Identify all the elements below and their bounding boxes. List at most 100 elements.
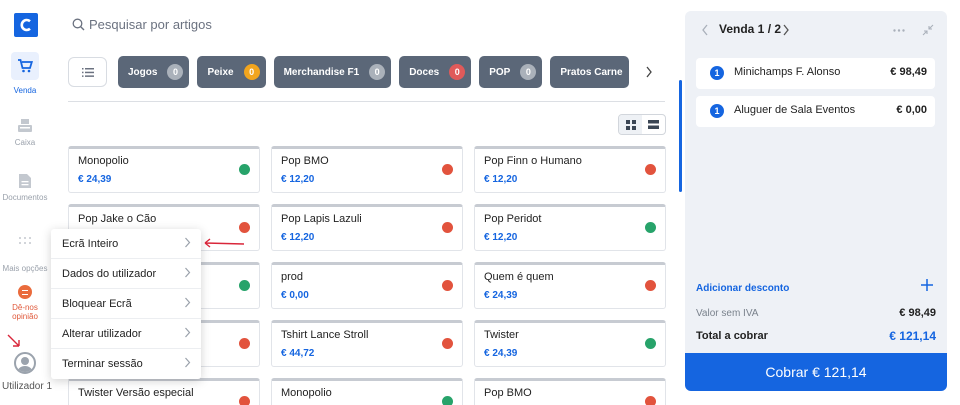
view-toggle[interactable]: [618, 114, 666, 135]
categories-next-arrow[interactable]: [645, 65, 653, 81]
user-menu-item-label: Terminar sessão: [62, 358, 143, 370]
category-tab[interactable]: Merchandise F1 0: [273, 56, 392, 88]
search-input[interactable]: Pesquisar por artigos: [89, 17, 212, 32]
category-label: Doces: [409, 66, 440, 78]
stock-status-dot: [239, 396, 250, 405]
product-name: Pop BMO: [281, 155, 329, 167]
grid-view-icon: [625, 119, 636, 130]
stock-status-dot: [645, 396, 656, 405]
category-label: POP: [489, 66, 511, 78]
more-options-icon[interactable]: [893, 29, 905, 32]
user-menu-item-label: Dados do utilizador: [62, 267, 157, 280]
category-label: Peixe: [207, 66, 234, 78]
annotation-arrow-icon: [7, 334, 20, 347]
list-view-button[interactable]: [642, 115, 665, 134]
user-menu-item[interactable]: Alterar utilizador: [51, 319, 201, 349]
sale-panel: Venda 1 / 2 1 Minichamps F. Alonso € 98,…: [685, 11, 947, 391]
product-name: Pop Lapis Lazuli: [281, 213, 362, 225]
plus-icon[interactable]: [920, 278, 934, 292]
product-card[interactable]: Quem é quem € 24,39: [474, 262, 666, 309]
category-label: Jogos: [128, 66, 158, 78]
user-menu-item[interactable]: Terminar sessão: [51, 349, 201, 379]
category-count-badge: 0: [369, 64, 386, 80]
category-tab[interactable]: Pratos Carne: [550, 56, 629, 88]
app-logo[interactable]: [14, 13, 38, 37]
search-icon: [72, 18, 85, 31]
product-name: Quem é quem: [484, 271, 554, 283]
sale-line-item[interactable]: 1 Aluguer de Sala Eventos € 0,00: [696, 96, 935, 127]
line-item-price: € 98,49: [890, 66, 927, 78]
product-card[interactable]: Twister € 24,39: [474, 320, 666, 367]
chevron-right-icon: [185, 357, 191, 368]
sidebar-item-documents[interactable]: Documentos: [0, 173, 50, 202]
line-item-price: € 0,00: [896, 104, 927, 116]
sidebar: Venda Caixa Documentos Mais opções Dê-: [0, 0, 52, 405]
chevron-right-icon: [646, 66, 652, 78]
charge-button[interactable]: Cobrar € 121,14: [685, 353, 947, 391]
sidebar-item-label: Venda: [13, 86, 37, 95]
product-name: Twister Versão especial: [78, 387, 194, 399]
user-menu-item[interactable]: Bloquear Ecrã: [51, 289, 201, 319]
sidebar-item-label: Dê-nos opinião: [12, 303, 38, 321]
product-card[interactable]: Pop Lapis Lazuli € 12,20: [271, 204, 463, 251]
product-card[interactable]: Monopolio € 24,39: [68, 146, 260, 193]
category-count-badge: 0: [243, 64, 260, 80]
total-label: Total a cobrar: [696, 330, 768, 342]
product-name: Twister: [484, 329, 519, 341]
product-card[interactable]: Tshirt Lance Stroll € 44,72: [271, 320, 463, 367]
chevron-left-icon[interactable]: [701, 24, 709, 36]
divider: [68, 101, 665, 102]
product-name: Monopolio: [281, 387, 332, 399]
document-icon: [19, 174, 31, 188]
category-tab[interactable]: Jogos 0: [118, 56, 190, 88]
stock-status-dot: [239, 280, 250, 291]
dots-grid-icon: [19, 237, 31, 244]
chevron-right-icon: [185, 297, 191, 308]
product-card[interactable]: Pop BMO: [474, 378, 666, 405]
sidebar-item-sale[interactable]: Venda: [0, 52, 50, 95]
product-card[interactable]: prod € 0,00: [271, 262, 463, 309]
sale-line-item[interactable]: 1 Minichamps F. Alonso € 98,49: [696, 58, 935, 89]
add-discount-link[interactable]: Adicionar desconto: [696, 283, 790, 294]
stock-status-dot: [645, 338, 656, 349]
grid-view-button[interactable]: [619, 115, 642, 134]
chevron-right-icon: [185, 267, 191, 278]
category-tab[interactable]: Peixe 0: [197, 56, 266, 88]
category-tab[interactable]: POP 0: [479, 56, 543, 88]
product-price: € 44,72: [281, 348, 315, 359]
category-list-button[interactable]: [68, 57, 107, 87]
chevron-right-icon: [185, 327, 191, 338]
feedback-icon: [18, 285, 32, 299]
product-card[interactable]: Twister Versão especial: [68, 378, 260, 405]
stock-status-dot: [645, 164, 656, 175]
user-menu-item[interactable]: Ecrã Inteiro: [51, 229, 201, 259]
register-icon: [18, 119, 32, 132]
line-quantity-badge: 1: [710, 104, 724, 118]
sidebar-item-feedback[interactable]: Dê-nos opinião: [0, 285, 50, 321]
user-menu-item[interactable]: Dados do utilizador: [51, 259, 201, 289]
subtotal-value: € 98,49: [899, 307, 936, 319]
product-card[interactable]: Monopolio: [271, 378, 463, 405]
list-icon: [81, 67, 94, 77]
product-card[interactable]: Pop Peridot € 12,20: [474, 204, 666, 251]
scrollbar[interactable]: [679, 80, 682, 192]
stock-status-dot: [239, 338, 250, 349]
user-menu: Ecrã Inteiro Dados do utilizador Bloquea…: [51, 229, 201, 379]
product-card[interactable]: Pop Finn o Humano € 12,20: [474, 146, 666, 193]
user-avatar[interactable]: [14, 352, 36, 374]
sidebar-item-more[interactable]: Mais opções: [0, 236, 50, 273]
product-card[interactable]: Pop BMO € 12,20: [271, 146, 463, 193]
chevron-right-icon[interactable]: [782, 24, 790, 36]
sidebar-item-register[interactable]: Caixa: [0, 118, 50, 147]
sidebar-item-label: Mais opções: [2, 264, 48, 273]
category-tab[interactable]: Doces 0: [399, 56, 472, 88]
stock-status-dot: [645, 222, 656, 233]
chevron-right-icon: [185, 237, 191, 248]
subtotal-label: Valor sem IVA: [696, 308, 759, 319]
stock-status-dot: [442, 338, 453, 349]
collapse-icon[interactable]: [922, 24, 934, 36]
stock-status-dot: [442, 280, 453, 291]
stock-status-dot: [442, 396, 453, 405]
search-bar[interactable]: Pesquisar por artigos: [72, 17, 212, 32]
stock-status-dot: [239, 222, 250, 233]
